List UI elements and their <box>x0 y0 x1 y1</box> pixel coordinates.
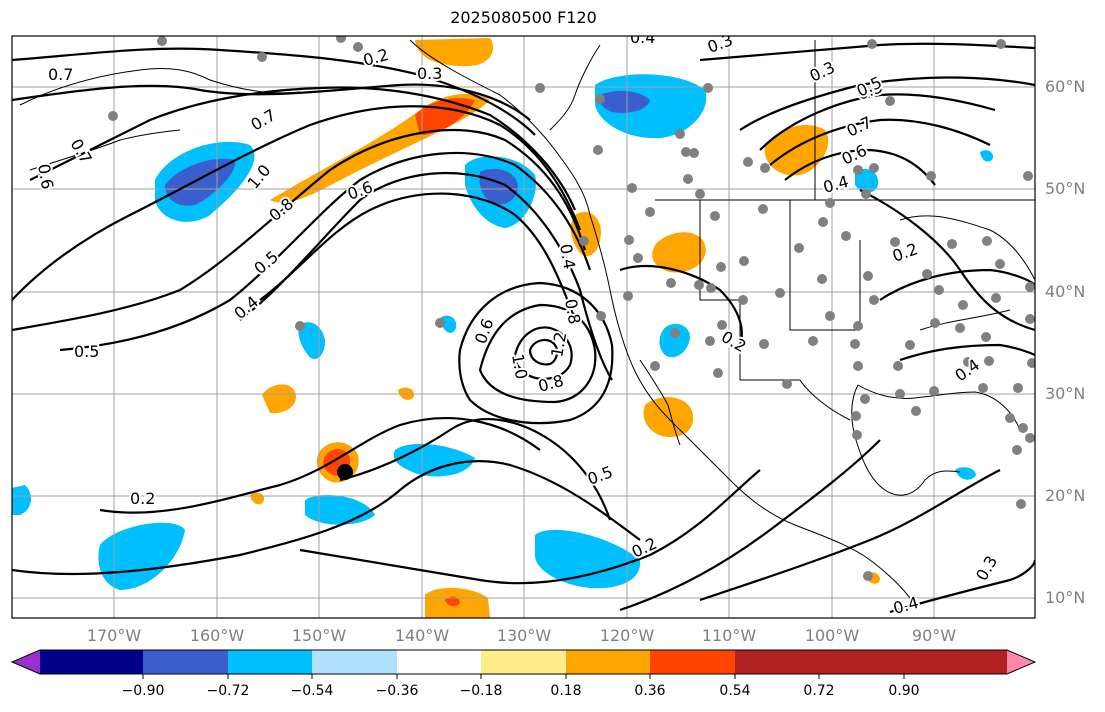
colorbar-label: −0.36 <box>375 683 419 699</box>
map-frame <box>11 35 1036 619</box>
positive-anomaly-central-pacific <box>262 384 296 414</box>
contour-label: 0.5 <box>74 342 99 361</box>
lon-label-100w: 100°W <box>804 626 860 645</box>
colorbar-segment <box>143 650 229 674</box>
negative-anomaly-small2 <box>440 315 457 333</box>
lon-label-170w: 170°W <box>86 626 142 645</box>
negative-anomaly-canada-core <box>599 90 650 113</box>
colorbar-label: −0.72 <box>206 683 250 699</box>
colorbar-label: −0.18 <box>459 683 503 699</box>
positive-anomaly-small3 <box>250 492 265 505</box>
colorbar-overflow-triangle <box>1007 650 1035 674</box>
colorbar-label: 0.90 <box>888 683 920 699</box>
storm-center-marker <box>337 464 353 480</box>
contour-label: 1.0 <box>508 352 531 380</box>
negative-anomaly-west-edge <box>12 485 32 515</box>
lon-label-130w: 130°W <box>496 626 552 645</box>
colorbar-segment <box>566 650 651 674</box>
colorbar-segment <box>904 650 1008 674</box>
colorbar-segment <box>40 650 144 674</box>
negative-anomaly-small3 <box>855 168 879 193</box>
colorbar-segment <box>312 650 398 674</box>
contour-lines <box>12 42 1035 614</box>
lon-label-110w: 110°W <box>701 626 757 645</box>
lat-label-20n: 20°N <box>1045 486 1086 505</box>
graticule <box>12 36 1035 618</box>
negative-anomaly-small4 <box>955 467 976 480</box>
negative-anomaly-gulf-core <box>479 168 518 205</box>
lon-label-90w: 90°W <box>911 626 957 645</box>
colorbar-segment <box>650 650 736 674</box>
positive-anomaly-south-core <box>445 596 460 607</box>
negative-anomaly-canada <box>595 74 707 139</box>
lat-label-50n: 50°N <box>1045 179 1086 198</box>
contour-label: 0.2 <box>130 489 155 508</box>
colorbar-segment <box>481 650 567 674</box>
lat-label-30n: 30°N <box>1045 384 1086 403</box>
negative-anomaly-southwest <box>98 522 185 590</box>
lon-label-120w: 120°W <box>599 626 655 645</box>
colorbar <box>10 649 1037 679</box>
contour-label: 0.7 <box>48 65 73 84</box>
negative-anomaly-small5 <box>980 150 994 162</box>
lon-label-160w: 160°W <box>189 626 245 645</box>
colorbar-label: 0.18 <box>550 683 582 699</box>
lon-label-140w: 140°W <box>394 626 450 645</box>
colorbar-label: 0.72 <box>803 683 835 699</box>
map-title: 2025080500 F120 <box>450 8 597 27</box>
colorbar-segment <box>819 650 905 674</box>
negative-anomaly-south-pacific <box>535 529 641 589</box>
colorbar-segment <box>397 650 482 674</box>
lat-label-10n: 10°N <box>1045 588 1086 607</box>
contour-label: 0.4 <box>630 28 655 47</box>
positive-anomaly-great-basin <box>652 232 706 273</box>
positive-anomaly-baja <box>643 397 694 438</box>
lat-label-60n: 60°N <box>1045 77 1086 96</box>
negative-anomaly-sw <box>659 323 690 358</box>
colorbar-label: 0.36 <box>634 683 666 699</box>
colorbar-segment <box>228 650 313 674</box>
colorbar-label: −0.54 <box>290 683 334 699</box>
negative-anomaly-small1 <box>298 322 326 360</box>
contour-label: 0.3 <box>417 64 442 83</box>
anomaly-fill-layer <box>12 38 994 618</box>
station-points <box>108 36 1035 581</box>
colorbar-label: 0.54 <box>719 683 751 699</box>
lat-label-40n: 40°N <box>1045 282 1086 301</box>
colorbar-segment <box>735 650 820 674</box>
coastlines <box>19 39 1035 606</box>
colorbar-outline <box>10 649 1037 675</box>
colorbar-underflow-triangle <box>12 650 40 674</box>
colorbar-label: −0.90 <box>121 683 165 699</box>
lon-label-150w: 150°W <box>291 626 347 645</box>
